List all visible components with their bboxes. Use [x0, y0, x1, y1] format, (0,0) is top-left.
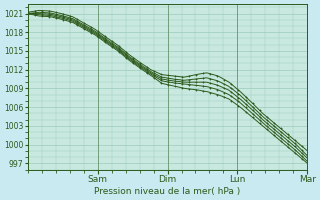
- X-axis label: Pression niveau de la mer( hPa ): Pression niveau de la mer( hPa ): [94, 187, 241, 196]
